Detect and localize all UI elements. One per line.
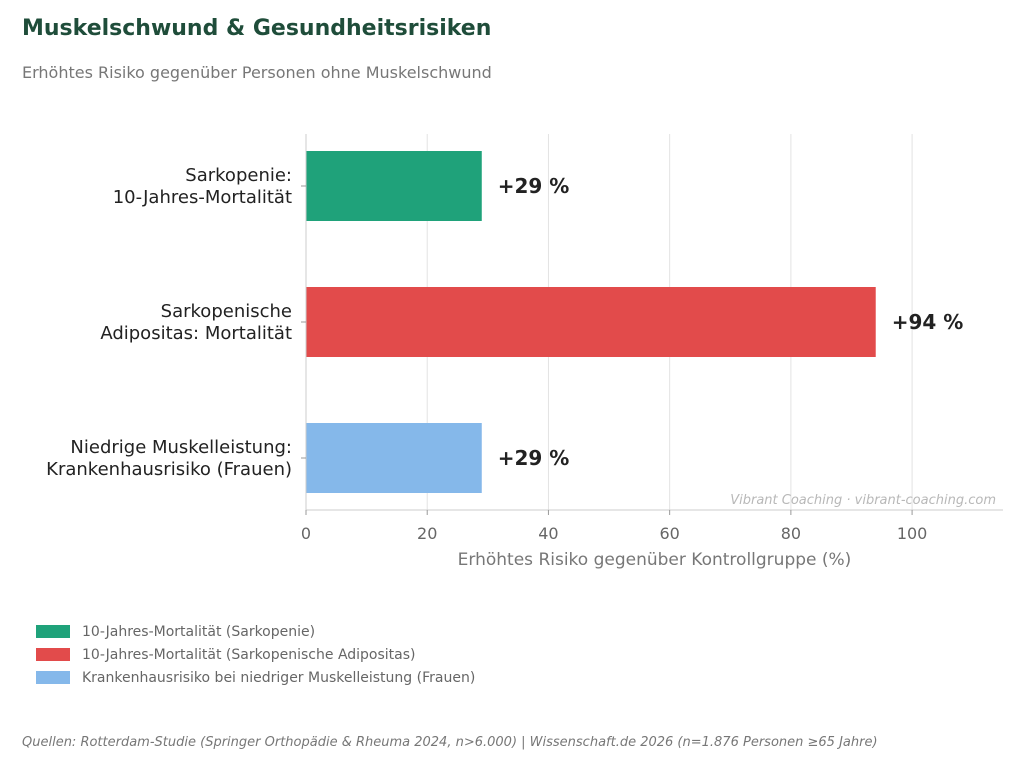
y-category-label-line: Niedrige Muskelleistung: (70, 437, 292, 458)
bar-value-label: +29 % (498, 174, 570, 198)
y-category-label: Niedrige Muskelleistung: Krankenhausrisik… (46, 437, 292, 480)
bar-value-label: +94 % (892, 310, 964, 334)
chart-subtitle: Erhöhtes Risiko gegenüber Personen ohne … (22, 63, 492, 82)
legend-swatch (36, 671, 70, 684)
bar-chart: +29 % +94 % +29 % 0 20 40 60 80 100 Erhöhtes Risi… (46, 134, 1003, 570)
bar-value-label: +29 % (498, 446, 570, 470)
legend-item: Krankenhausrisiko bei niedriger Muskelle… (36, 666, 475, 689)
legend-swatch (36, 648, 70, 661)
legend-item: 10-Jahres-Mortalität (Sarkopenische Adip… (36, 643, 475, 666)
chart-title: Muskelschwund & Gesundheitsrisiken (22, 16, 492, 41)
legend-swatch (36, 625, 70, 638)
legend-label: 10-Jahres-Mortalität (Sarkopenische Adip… (82, 646, 416, 663)
y-category-label: Sarkopenische Adipositas: Mortalität (100, 301, 292, 344)
watermark: Vibrant Coaching · vibrant-coaching.com (730, 493, 996, 508)
legend-label: Krankenhausrisiko bei niedriger Muskelle… (82, 669, 476, 686)
bar (306, 287, 876, 357)
bar (306, 151, 482, 221)
x-tick-label: 60 (659, 524, 679, 543)
legend-item: 10-Jahres-Mortalität (Sarkopenie) (36, 620, 475, 643)
legend: 10-Jahres-Mortalität (Sarkopenie) 10-Jah… (36, 620, 475, 689)
y-category-label-line: Krankenhausrisiko (Frauen) (46, 459, 292, 480)
x-tick-label: 80 (781, 524, 801, 543)
x-tick-label: 0 (301, 524, 311, 543)
y-category-label: Sarkopenie: 10-Jahres-Mortalität (113, 165, 292, 208)
legend-label: 10-Jahres-Mortalität (Sarkopenie) (82, 623, 316, 640)
y-category-label-line: 10-Jahres-Mortalität (113, 187, 292, 208)
bar (306, 423, 482, 493)
y-category-label-line: Sarkopenie: (185, 165, 292, 186)
source-note: Quellen: Rotterdam-Studie (Springer Orth… (22, 735, 878, 750)
y-category-label-line: Adipositas: Mortalität (100, 323, 292, 344)
x-tick-label: 100 (897, 524, 928, 543)
x-axis-title: Erhöhtes Risiko gegenüber Kontrollgruppe… (458, 550, 852, 570)
y-category-label-line: Sarkopenische (161, 301, 292, 322)
x-tick-label: 20 (417, 524, 437, 543)
x-tick-label: 40 (538, 524, 558, 543)
